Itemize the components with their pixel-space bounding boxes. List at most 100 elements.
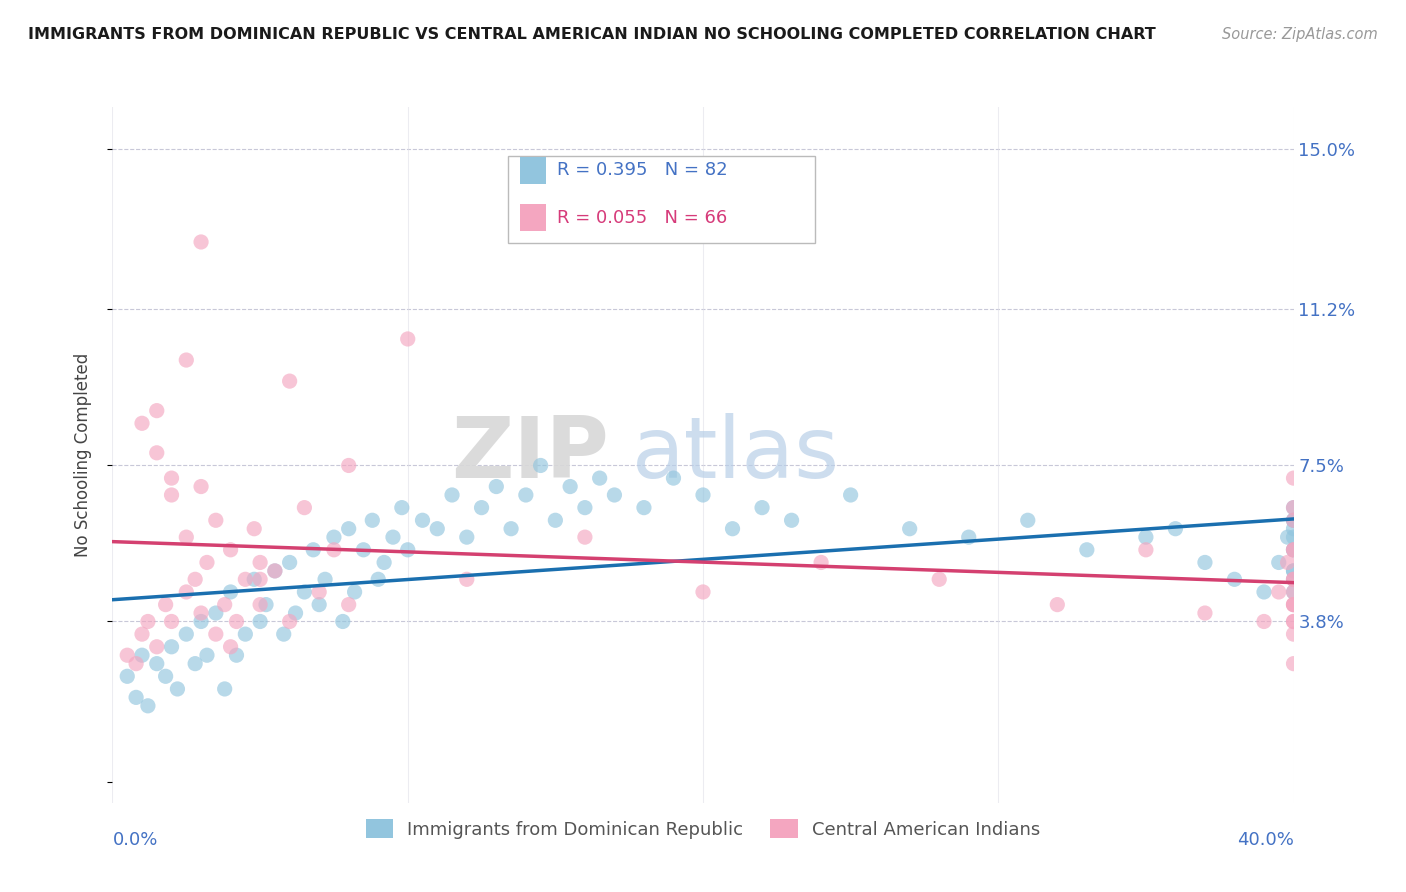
Point xyxy=(219,640,242,654)
Point xyxy=(456,530,478,544)
Point xyxy=(1282,598,1305,612)
FancyBboxPatch shape xyxy=(520,157,546,184)
Text: 0.0%: 0.0% xyxy=(112,830,157,848)
Text: R = 0.055   N = 66: R = 0.055 N = 66 xyxy=(557,209,727,227)
Point xyxy=(337,598,360,612)
Point xyxy=(515,488,537,502)
Point xyxy=(146,657,169,671)
Point xyxy=(160,615,183,629)
Point xyxy=(219,542,242,557)
Point xyxy=(544,513,567,527)
Point xyxy=(225,648,247,663)
Point xyxy=(426,522,449,536)
Point xyxy=(1282,500,1305,515)
Point xyxy=(810,556,832,570)
Point xyxy=(160,640,183,654)
Point xyxy=(1282,522,1305,536)
Point xyxy=(337,458,360,473)
Point xyxy=(225,615,247,629)
Point xyxy=(166,681,188,696)
Point xyxy=(174,530,197,544)
Point xyxy=(205,513,228,527)
Point xyxy=(155,598,177,612)
Legend: Immigrants from Dominican Republic, Central American Indians: Immigrants from Dominican Republic, Cent… xyxy=(359,812,1047,846)
Point xyxy=(323,530,346,544)
Point xyxy=(284,606,307,620)
Point xyxy=(957,530,980,544)
Point xyxy=(190,606,212,620)
Point xyxy=(249,556,271,570)
Point xyxy=(302,542,325,557)
Point xyxy=(264,564,287,578)
Point xyxy=(125,657,148,671)
Point xyxy=(117,648,138,663)
Point xyxy=(1282,615,1305,629)
Point xyxy=(254,598,277,612)
Point xyxy=(131,648,153,663)
Point xyxy=(574,500,596,515)
Point xyxy=(391,500,413,515)
Point xyxy=(174,353,197,368)
Point xyxy=(249,598,271,612)
Point xyxy=(314,572,336,586)
Point xyxy=(205,606,228,620)
Point xyxy=(1282,615,1305,629)
Point xyxy=(839,488,862,502)
Point xyxy=(1253,585,1275,599)
Point xyxy=(214,681,236,696)
Point xyxy=(278,615,301,629)
Point xyxy=(1282,585,1305,599)
Point xyxy=(337,522,360,536)
Point xyxy=(131,627,153,641)
Point xyxy=(1268,556,1291,570)
Point xyxy=(396,332,419,346)
Point xyxy=(456,572,478,586)
Point xyxy=(190,235,212,249)
Point xyxy=(751,500,773,515)
Point xyxy=(219,585,242,599)
Point xyxy=(190,615,212,629)
Point xyxy=(249,615,271,629)
Point xyxy=(382,530,405,544)
Y-axis label: No Schooling Completed: No Schooling Completed xyxy=(73,353,91,557)
Point xyxy=(117,669,138,683)
Point xyxy=(1282,572,1305,586)
Point xyxy=(529,458,551,473)
Point xyxy=(190,479,212,493)
Point xyxy=(1282,585,1305,599)
Point xyxy=(1017,513,1039,527)
Point xyxy=(470,500,494,515)
Text: Source: ZipAtlas.com: Source: ZipAtlas.com xyxy=(1222,27,1378,42)
Point xyxy=(1135,530,1157,544)
Point xyxy=(1282,513,1305,527)
Point xyxy=(195,556,218,570)
Point xyxy=(125,690,148,705)
Point xyxy=(131,417,153,431)
Point xyxy=(146,446,169,460)
Point xyxy=(501,522,523,536)
Point xyxy=(1076,542,1098,557)
Point xyxy=(1268,585,1291,599)
Point xyxy=(780,513,803,527)
Point xyxy=(1282,542,1305,557)
Point xyxy=(136,615,159,629)
Point xyxy=(1282,657,1305,671)
Point xyxy=(160,488,183,502)
FancyBboxPatch shape xyxy=(508,156,815,243)
Point xyxy=(1282,542,1305,557)
Point xyxy=(588,471,610,485)
Point xyxy=(361,513,384,527)
Point xyxy=(292,500,315,515)
Point xyxy=(1277,530,1299,544)
Point xyxy=(174,585,197,599)
Point xyxy=(1282,542,1305,557)
Point xyxy=(243,522,266,536)
Point xyxy=(1282,530,1305,544)
Point xyxy=(1282,564,1305,578)
Point xyxy=(233,627,256,641)
Point xyxy=(1194,606,1216,620)
Point xyxy=(352,542,374,557)
Text: atlas: atlas xyxy=(633,413,841,497)
Point xyxy=(396,542,419,557)
Point xyxy=(485,479,508,493)
